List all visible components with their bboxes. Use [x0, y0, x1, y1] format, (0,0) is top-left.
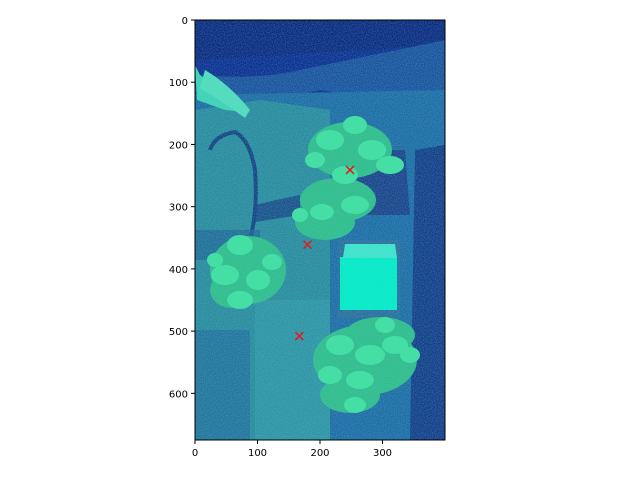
- y-tick-label: 0: [182, 16, 188, 27]
- y-tick-label: 400: [169, 265, 188, 276]
- y-tick-label: 600: [169, 389, 188, 400]
- y-tick-label: 500: [169, 327, 188, 338]
- plant-image: [195, 20, 445, 440]
- x-tick-label: 300: [373, 448, 392, 459]
- y-tick-label: 300: [169, 203, 188, 214]
- scatter-point: [294, 331, 304, 341]
- scatter-point: [302, 240, 313, 250]
- y-tick-label: 200: [169, 140, 188, 151]
- x-tick-label: 200: [310, 448, 329, 459]
- x-tick-label: 0: [192, 448, 198, 459]
- x-axis: 0 100 200 300: [192, 440, 392, 459]
- y-axis: 0 100 200 300 400 500 600: [169, 16, 195, 400]
- scatter-markers: [294, 165, 355, 341]
- scatter-point: [345, 165, 355, 175]
- x-tick-label: 100: [248, 448, 267, 459]
- y-tick-label: 100: [169, 78, 188, 89]
